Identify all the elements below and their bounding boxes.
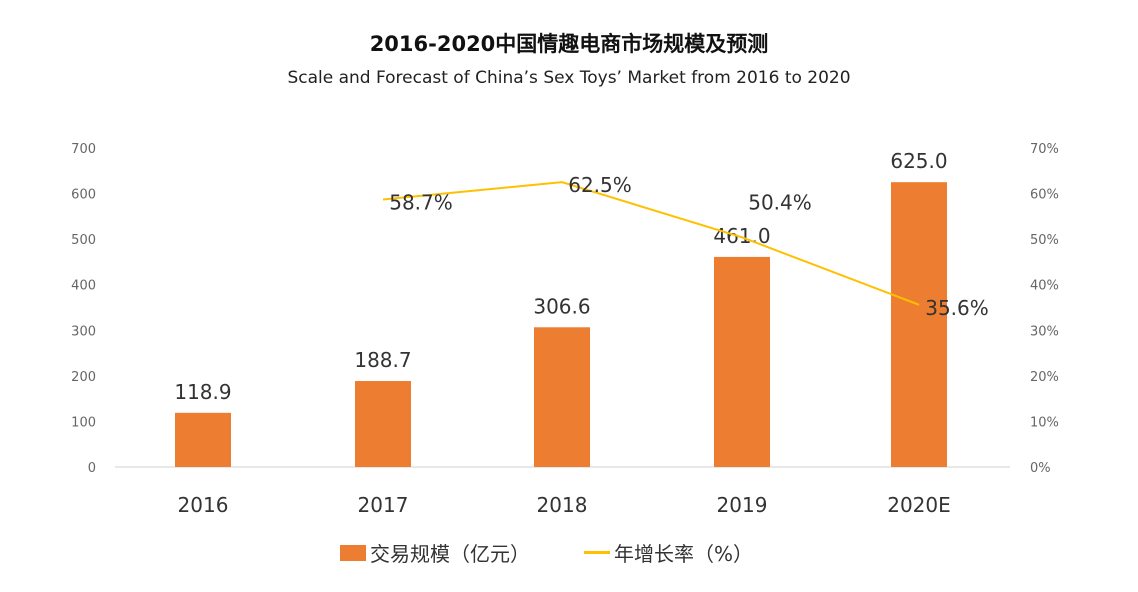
- right-axis-tick: 60%: [1030, 188, 1059, 203]
- right-axis-tick: 70%: [1030, 142, 1059, 157]
- right-axis-tick: 0%: [1030, 461, 1051, 476]
- chart-subtitle: Scale and Forecast of China’s Sex Toys’ …: [287, 68, 851, 88]
- line-data-label: 62.5%: [568, 173, 632, 197]
- bar: [534, 327, 590, 467]
- line-data-label: 50.4%: [748, 190, 812, 214]
- left-axis-tick: 100: [71, 415, 96, 430]
- bar: [175, 412, 231, 467]
- line-data-label: 58.7%: [389, 190, 453, 214]
- left-axis-tick: 200: [71, 370, 96, 385]
- legend-swatch-bar: [340, 544, 366, 561]
- growth-line: [382, 181, 920, 306]
- chart-title: 2016-2020中国情趣电商市场规模及预测: [369, 32, 769, 56]
- right-axis-tick: 20%: [1030, 370, 1059, 385]
- legend: 交易规模（亿元） 年增长率（%）: [340, 538, 753, 567]
- legend-label-line: 年增长率（%）: [614, 542, 754, 566]
- right-axis-tick: 50%: [1030, 233, 1059, 248]
- left-axis-tick: 600: [71, 188, 96, 203]
- bar: [891, 182, 947, 467]
- x-axis-tick: 2019: [717, 493, 768, 517]
- bar-data-label: 188.7: [354, 348, 411, 372]
- bar-data-label: 625.0: [890, 149, 947, 173]
- bar-data-label: 118.9: [174, 380, 231, 404]
- right-axis-tick: 10%: [1030, 415, 1059, 430]
- right-axis-tick: 40%: [1030, 279, 1059, 294]
- left-axis-tick: 300: [71, 324, 96, 339]
- x-axis-tick: 2017: [358, 493, 409, 517]
- x-axis-tick: 2016: [178, 493, 229, 517]
- bar-data-label: 306.6: [533, 294, 590, 318]
- left-axis-tick: 0: [88, 461, 96, 476]
- left-axis-tick: 700: [71, 142, 96, 157]
- right-axis-tick: 30%: [1030, 324, 1059, 339]
- legend-swatch-line: [584, 551, 610, 554]
- legend-label-bar: 交易规模（亿元）: [370, 542, 530, 566]
- left-axis-tick: 500: [71, 233, 96, 248]
- bar: [355, 381, 411, 467]
- line-data-label: 35.6%: [925, 296, 989, 320]
- bar: [714, 256, 770, 467]
- x-axis-tick: 2018: [537, 493, 588, 517]
- left-axis-tick: 400: [71, 279, 96, 294]
- x-axis-tick: 2020E: [887, 493, 951, 517]
